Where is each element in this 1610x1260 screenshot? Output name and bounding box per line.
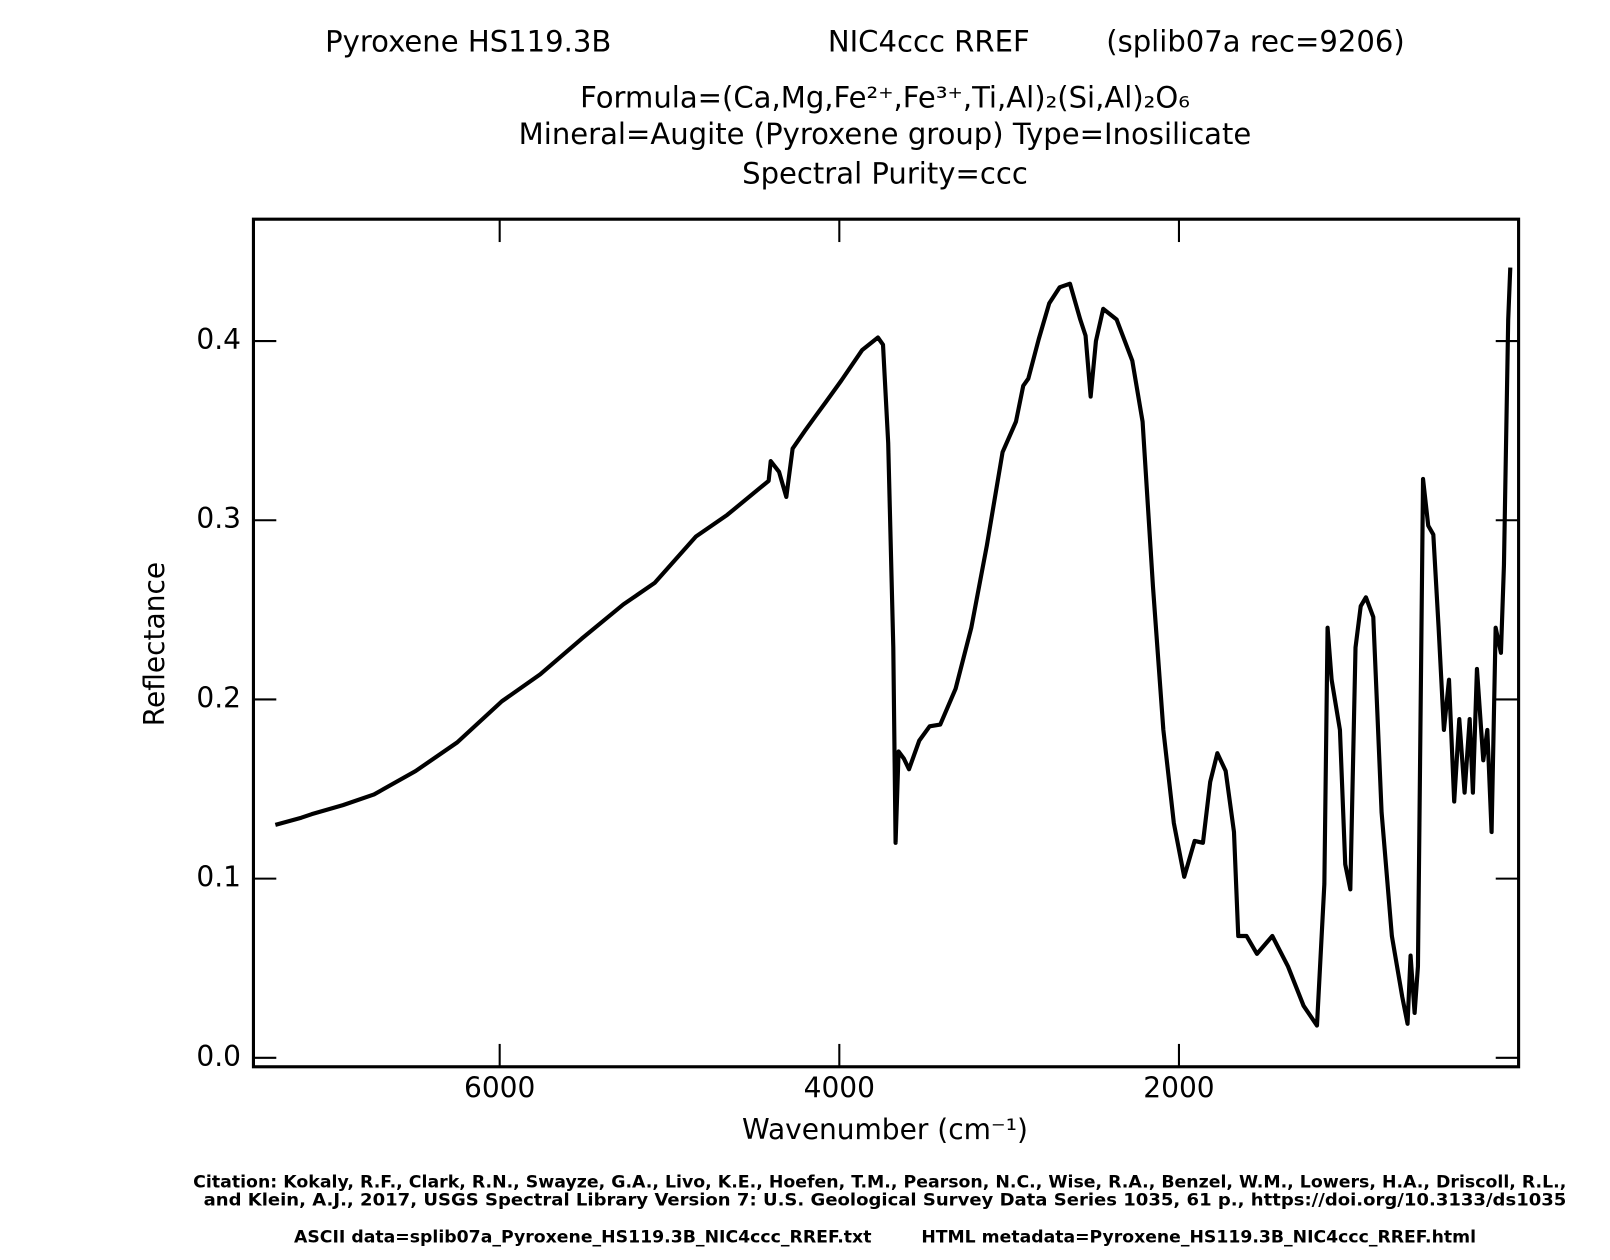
x-axis-label: Wavenumber (cm⁻¹) — [742, 1113, 1028, 1146]
file-name: HTML metadata=Pyroxene_HS119.3B_NIC4ccc_… — [921, 1228, 1476, 1247]
y-tick-label: 0.2 — [196, 681, 241, 714]
file-name: ASCII data=splib07a_Pyroxene_HS119.3B_NI… — [294, 1228, 872, 1247]
subtitle: Mineral=Augite (Pyroxene group) Type=Ino… — [519, 117, 1252, 151]
y-tick-label: 0.4 — [196, 323, 241, 356]
citation: Citation: Kokaly, R.F., Clark, R.N., Swa… — [193, 1173, 1566, 1192]
spectrum-line — [274, 267, 1513, 1028]
plot-frame — [251, 217, 1521, 1069]
citation: and Klein, A.J., 2017, USGS Spectral Lib… — [204, 1190, 1567, 1209]
y-tick-label: 0.3 — [196, 502, 241, 535]
x-tick-label: 6000 — [464, 1072, 535, 1105]
subtitle: Spectral Purity=ccc — [742, 157, 1028, 191]
y-tick-label: 0.1 — [196, 861, 241, 894]
y-axis-label: Reflectance — [138, 562, 171, 726]
x-tick-label: 4000 — [804, 1072, 875, 1105]
subtitle: Formula=(Ca,Mg,Fe²⁺,Fe³⁺,Ti,Al)₂(Si,Al)₂… — [580, 81, 1190, 115]
title-part: Pyroxene HS119.3B — [325, 25, 611, 59]
y-tick-label: 0.0 — [196, 1040, 241, 1073]
title-part: NIC4ccc RREF — [828, 25, 1030, 59]
title-part: (splib07a rec=9206) — [1106, 25, 1405, 59]
x-tick-label: 2000 — [1143, 1072, 1214, 1105]
